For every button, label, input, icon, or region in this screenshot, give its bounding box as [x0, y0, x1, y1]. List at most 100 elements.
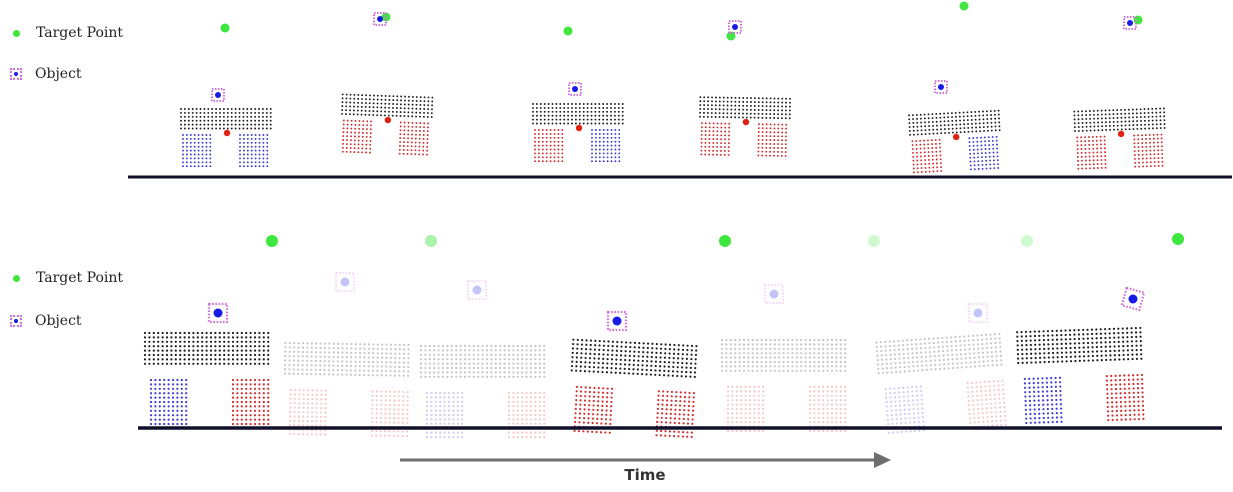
- top-frame: [908, 1, 1001, 174]
- bottom-frame: [875, 235, 1033, 434]
- robot-body: [143, 331, 270, 365]
- top-frame: [532, 26, 624, 163]
- object: [1123, 16, 1137, 30]
- top-frame: [1073, 15, 1166, 170]
- object-icon: [10, 68, 22, 80]
- robot-body: [908, 109, 1001, 136]
- soft-robot: [875, 332, 1007, 434]
- soft-robot: [570, 338, 698, 439]
- soft-robot: [720, 338, 847, 433]
- object: [373, 12, 387, 26]
- legend-target-entry: Target Point: [10, 270, 123, 286]
- legend-target-entry: Target Point: [10, 25, 123, 41]
- center-point: [384, 116, 392, 124]
- target-point: [220, 23, 230, 33]
- object: [207, 302, 229, 324]
- legend-object-entry: Object: [10, 66, 82, 82]
- target-point: [266, 235, 278, 247]
- soft-robot: [699, 96, 791, 157]
- legend-object-entry: Object: [10, 313, 82, 329]
- object-icon: [10, 315, 22, 327]
- top-frame: [341, 12, 434, 156]
- center-point: [742, 118, 750, 126]
- soft-robot: [908, 109, 1001, 174]
- right-leg: [655, 390, 696, 439]
- left-leg: [182, 134, 212, 168]
- object: [728, 20, 742, 34]
- object: [763, 283, 785, 305]
- left-leg: [726, 385, 765, 433]
- left-leg: [911, 138, 943, 174]
- left-leg: [425, 391, 464, 439]
- left-leg: [1076, 135, 1107, 170]
- target-point: [1021, 235, 1033, 247]
- object: [934, 80, 948, 94]
- left-leg: [534, 129, 564, 163]
- right-leg: [370, 390, 409, 438]
- left-leg: [573, 385, 614, 434]
- robot-body: [699, 96, 791, 120]
- target-point: [425, 235, 437, 247]
- bottom-frame: [283, 235, 437, 438]
- robot-body: [875, 332, 1003, 375]
- robot-body: [1016, 326, 1143, 365]
- object: [967, 302, 989, 324]
- center-point: [575, 124, 583, 132]
- robot-body: [570, 338, 698, 378]
- bottom-row-sequence: [143, 233, 1184, 439]
- right-leg: [808, 385, 847, 433]
- top-row-sequence: [180, 1, 1166, 174]
- object: [466, 279, 488, 301]
- soft-robot: [1073, 107, 1166, 170]
- soft-robot: [283, 341, 410, 438]
- time-axis-label: Time: [624, 466, 666, 484]
- soft-robot: [419, 344, 546, 439]
- target-point: [1172, 233, 1184, 245]
- right-leg: [398, 121, 430, 156]
- robot-body: [1073, 107, 1166, 133]
- legend-object-label: Object: [35, 66, 82, 82]
- robot-body: [180, 108, 272, 130]
- soft-robot: [341, 93, 434, 156]
- target-point: [719, 235, 731, 247]
- right-leg: [968, 135, 1000, 171]
- target-point: [1133, 15, 1143, 25]
- soft-robot: [1016, 326, 1145, 425]
- legend-object-label: Object: [35, 313, 82, 329]
- center-point: [953, 133, 960, 141]
- object: [211, 88, 225, 102]
- time-arrow: [400, 452, 891, 468]
- bottom-frame: [419, 235, 546, 439]
- robot-body: [341, 93, 434, 119]
- object: [1120, 286, 1146, 312]
- legend-target-label: Target Point: [36, 25, 124, 41]
- right-leg: [1105, 373, 1145, 422]
- target-point: [425, 235, 437, 247]
- target-point: [959, 1, 969, 11]
- top-frame: [699, 20, 791, 157]
- robot-body: [532, 103, 624, 125]
- left-leg: [149, 378, 188, 426]
- legend-target-label: Target Point: [36, 270, 124, 286]
- object: [606, 310, 628, 332]
- target-point-icon: [13, 274, 20, 282]
- right-leg: [591, 129, 621, 163]
- target-point: [868, 235, 880, 247]
- bottom-frame: [1016, 233, 1184, 425]
- target-point-icon: [13, 29, 20, 37]
- right-leg: [507, 391, 546, 439]
- left-leg: [1023, 376, 1063, 425]
- center-point: [223, 129, 231, 137]
- right-leg: [757, 123, 788, 157]
- right-leg: [966, 379, 1007, 429]
- bottom-frame: [143, 235, 278, 426]
- soft-robot: [143, 331, 270, 426]
- robot-body: [419, 344, 546, 378]
- target-point: [563, 26, 573, 36]
- bottom-frame: [720, 235, 880, 433]
- soft-robot: [180, 108, 272, 168]
- target-point: [726, 31, 736, 41]
- robot-body: [283, 341, 410, 377]
- right-leg: [1133, 133, 1164, 168]
